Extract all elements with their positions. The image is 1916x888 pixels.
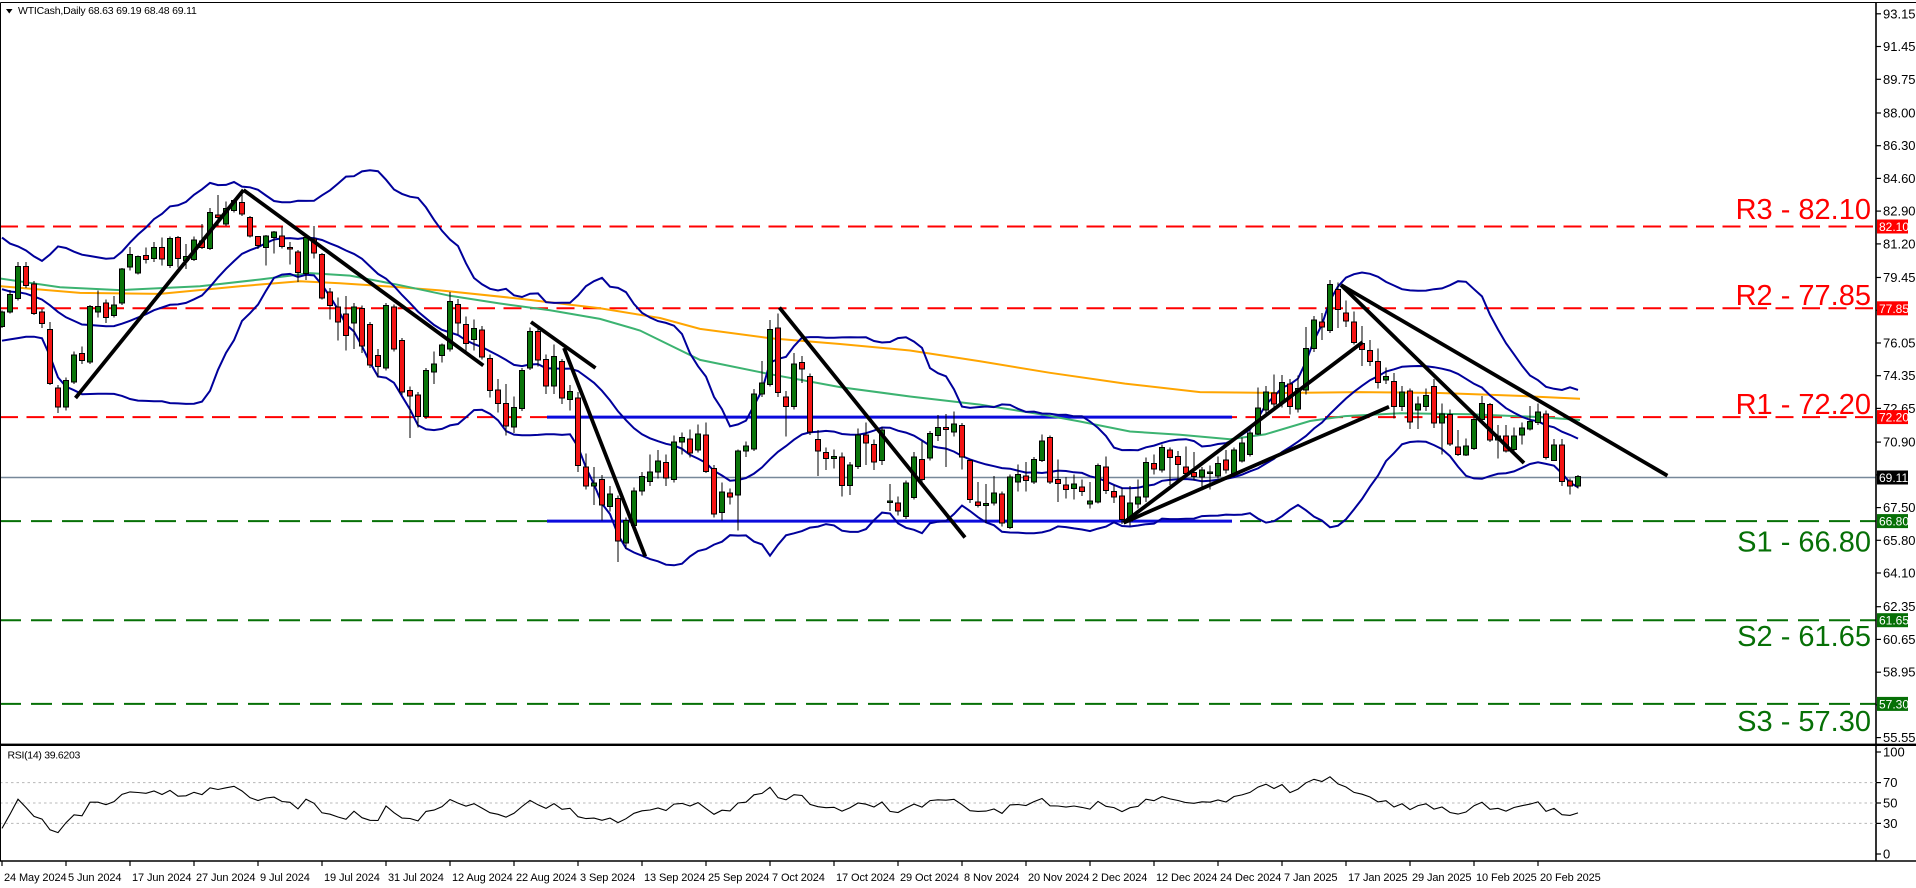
svg-text:29 Oct 2024: 29 Oct 2024 [900, 872, 959, 884]
svg-text:R2 - 77.85: R2 - 77.85 [1736, 280, 1871, 312]
svg-text:24 May 2024: 24 May 2024 [4, 872, 67, 884]
svg-text:65.80: 65.80 [1883, 533, 1916, 548]
svg-text:12 Dec 2024: 12 Dec 2024 [1156, 872, 1217, 884]
svg-text:62.35: 62.35 [1883, 599, 1916, 614]
svg-text:89.75: 89.75 [1883, 72, 1916, 87]
svg-text:76.05: 76.05 [1883, 336, 1916, 351]
svg-text:60.65: 60.65 [1883, 632, 1916, 647]
svg-text:55.55: 55.55 [1883, 730, 1916, 745]
svg-text:72.20: 72.20 [1879, 411, 1909, 425]
svg-text:93.15: 93.15 [1883, 6, 1916, 21]
svg-text:20 Nov 2024: 20 Nov 2024 [1028, 872, 1089, 884]
svg-text:0: 0 [1883, 847, 1890, 862]
svg-text:70: 70 [1883, 775, 1897, 790]
svg-text:27 Jun 2024: 27 Jun 2024 [196, 872, 255, 884]
svg-text:31 Jul 2024: 31 Jul 2024 [388, 872, 444, 884]
svg-text:S3 - 57.30: S3 - 57.30 [1737, 706, 1871, 738]
svg-text:88.00: 88.00 [1883, 106, 1916, 121]
svg-text:9 Jul 2024: 9 Jul 2024 [260, 872, 310, 884]
svg-text:84.60: 84.60 [1883, 171, 1916, 186]
svg-text:64.10: 64.10 [1883, 566, 1916, 581]
svg-text:57.30: 57.30 [1879, 697, 1909, 711]
svg-text:10 Feb 2025: 10 Feb 2025 [1476, 872, 1537, 884]
svg-text:67.50: 67.50 [1883, 500, 1916, 515]
svg-text:50: 50 [1883, 796, 1897, 811]
svg-text:S1 - 66.80: S1 - 66.80 [1737, 527, 1871, 559]
svg-text:100: 100 [1883, 745, 1905, 760]
svg-text:61.65: 61.65 [1879, 614, 1909, 628]
svg-text:29 Jan 2025: 29 Jan 2025 [1412, 872, 1471, 884]
svg-text:S2 - 61.65: S2 - 61.65 [1737, 621, 1871, 653]
svg-text:WTICash,Daily 68.63 69.19 68.: WTICash,Daily 68.63 69.19 68.48 69.11 [18, 5, 197, 17]
svg-text:5 Jun 2024: 5 Jun 2024 [68, 872, 121, 884]
svg-text:RSI(14) 39.6203: RSI(14) 39.6203 [8, 750, 81, 762]
svg-text:82.90: 82.90 [1883, 204, 1916, 219]
svg-text:19 Jul 2024: 19 Jul 2024 [324, 872, 380, 884]
svg-text:7 Oct 2024: 7 Oct 2024 [772, 872, 825, 884]
svg-text:86.30: 86.30 [1883, 138, 1916, 153]
svg-text:17 Oct 2024: 17 Oct 2024 [836, 872, 895, 884]
svg-text:17 Jan 2025: 17 Jan 2025 [1348, 872, 1407, 884]
svg-text:17 Jun 2024: 17 Jun 2024 [132, 872, 191, 884]
svg-text:91.45: 91.45 [1883, 39, 1916, 54]
svg-text:2 Dec 2024: 2 Dec 2024 [1092, 872, 1147, 884]
svg-text:22 Aug 2024: 22 Aug 2024 [516, 872, 577, 884]
svg-text:70.90: 70.90 [1883, 435, 1916, 450]
svg-text:24 Dec 2024: 24 Dec 2024 [1220, 872, 1281, 884]
svg-text:74.35: 74.35 [1883, 368, 1916, 383]
svg-text:8 Nov 2024: 8 Nov 2024 [964, 872, 1019, 884]
svg-text:79.45: 79.45 [1883, 270, 1916, 285]
svg-text:R1 - 72.20: R1 - 72.20 [1736, 389, 1871, 421]
svg-text:81.20: 81.20 [1883, 236, 1916, 251]
svg-text:12 Aug 2024: 12 Aug 2024 [452, 872, 513, 884]
svg-text:69.11: 69.11 [1879, 471, 1908, 485]
svg-text:13 Sep 2024: 13 Sep 2024 [644, 872, 705, 884]
svg-text:3 Sep 2024: 3 Sep 2024 [580, 872, 635, 884]
svg-text:77.85: 77.85 [1879, 302, 1909, 316]
svg-text:30: 30 [1883, 816, 1897, 831]
svg-text:20 Feb 2025: 20 Feb 2025 [1540, 872, 1601, 884]
svg-text:R3 - 82.10: R3 - 82.10 [1736, 194, 1871, 226]
svg-text:66.80: 66.80 [1879, 515, 1909, 529]
svg-text:82.10: 82.10 [1879, 220, 1909, 234]
svg-text:58.95: 58.95 [1883, 665, 1916, 680]
svg-text:25 Sep 2024: 25 Sep 2024 [708, 872, 769, 884]
svg-text:7 Jan 2025: 7 Jan 2025 [1284, 872, 1337, 884]
